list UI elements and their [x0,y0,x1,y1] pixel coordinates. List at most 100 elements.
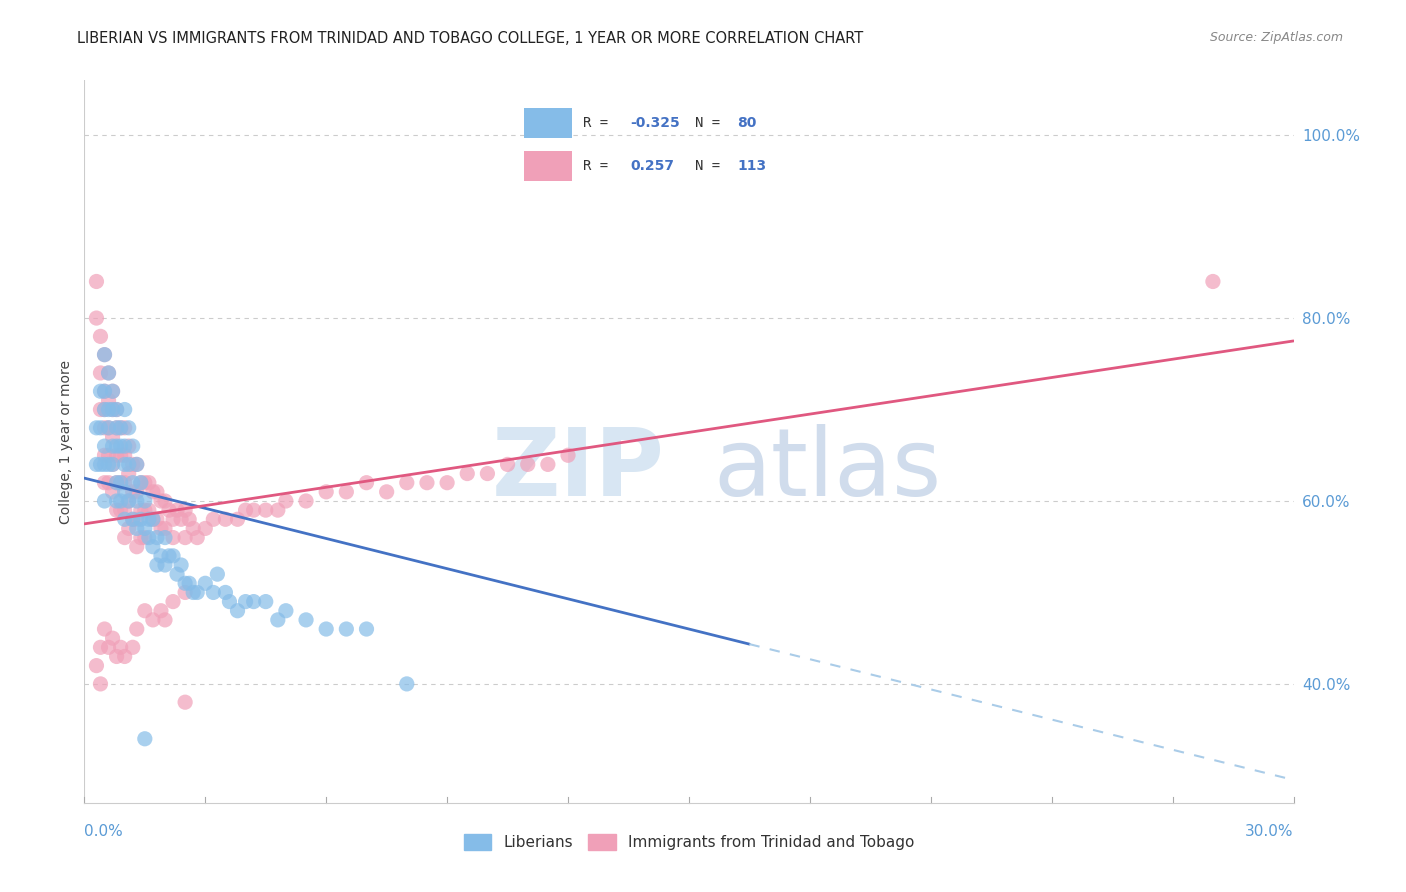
Text: Source: ZipAtlas.com: Source: ZipAtlas.com [1209,31,1343,45]
Point [267,613,290,627]
Point [101,439,124,453]
Point [174,531,197,545]
Point [97,421,120,435]
Point [89,640,111,655]
Point [101,458,124,472]
Point [110,503,132,517]
Point [214,585,236,599]
Point [114,503,136,517]
Point [416,475,439,490]
Point [93,458,115,472]
Point [110,475,132,490]
Point [86,421,108,435]
Point [114,649,136,664]
Point [214,512,236,526]
Point [89,384,111,399]
Point [89,329,111,343]
Point [121,640,143,655]
Point [226,512,249,526]
Point [149,549,172,563]
Point [93,384,115,399]
Point [162,512,184,526]
Point [149,494,172,508]
Point [129,512,152,526]
Point [105,649,128,664]
Point [114,484,136,499]
Point [375,484,398,499]
Point [125,458,148,472]
Text: atlas: atlas [713,425,942,516]
Point [105,494,128,508]
Point [101,430,124,444]
Point [254,594,277,608]
Point [105,402,128,417]
Point [118,494,141,508]
Point [186,531,208,545]
Point [110,421,132,435]
Text: LIBERIAN VS IMMIGRANTS FROM TRINIDAD AND TOBAGO COLLEGE, 1 YEAR OR MORE CORRELAT: LIBERIAN VS IMMIGRANTS FROM TRINIDAD AND… [77,31,863,46]
Point [97,475,120,490]
Point [142,484,165,499]
Point [146,531,169,545]
Point [157,503,180,517]
Point [146,558,169,572]
Point [86,658,108,673]
Point [142,540,165,554]
Point [97,366,120,380]
Point [134,604,156,618]
Point [86,458,108,472]
Point [557,448,579,462]
Point [477,467,499,481]
Point [162,531,184,545]
Legend: Liberians, Immigrants from Trinidad and Tobago: Liberians, Immigrants from Trinidad and … [457,829,921,856]
Point [436,475,458,490]
Point [114,448,136,462]
Point [166,503,188,517]
Point [110,494,132,508]
Point [134,521,156,535]
Point [97,640,120,655]
Point [125,512,148,526]
Point [174,576,197,591]
Point [129,503,152,517]
Point [121,458,143,472]
Point [110,448,132,462]
Point [395,677,418,691]
Point [254,503,277,517]
Point [142,613,165,627]
Point [202,585,225,599]
Point [242,594,264,608]
Point [121,475,143,490]
Point [138,503,160,517]
Point [496,458,519,472]
Point [207,567,229,582]
Point [93,384,115,399]
Point [146,484,169,499]
Point [97,448,120,462]
Point [86,311,108,326]
Point [170,512,193,526]
Point [101,402,124,417]
Point [101,631,124,645]
Point [142,512,165,526]
Point [86,275,108,289]
Point [110,421,132,435]
Point [153,558,176,572]
Point [174,585,197,599]
Point [162,594,184,608]
Point [105,402,128,417]
Point [118,458,141,472]
Point [105,475,128,490]
Point [121,439,143,453]
Point [89,402,111,417]
Point [97,458,120,472]
Point [93,421,115,435]
Point [179,512,201,526]
Point [93,475,115,490]
Point [89,677,111,691]
Point [129,531,152,545]
Point [114,421,136,435]
Point [456,467,478,481]
Point [356,622,378,636]
Point [129,475,152,490]
